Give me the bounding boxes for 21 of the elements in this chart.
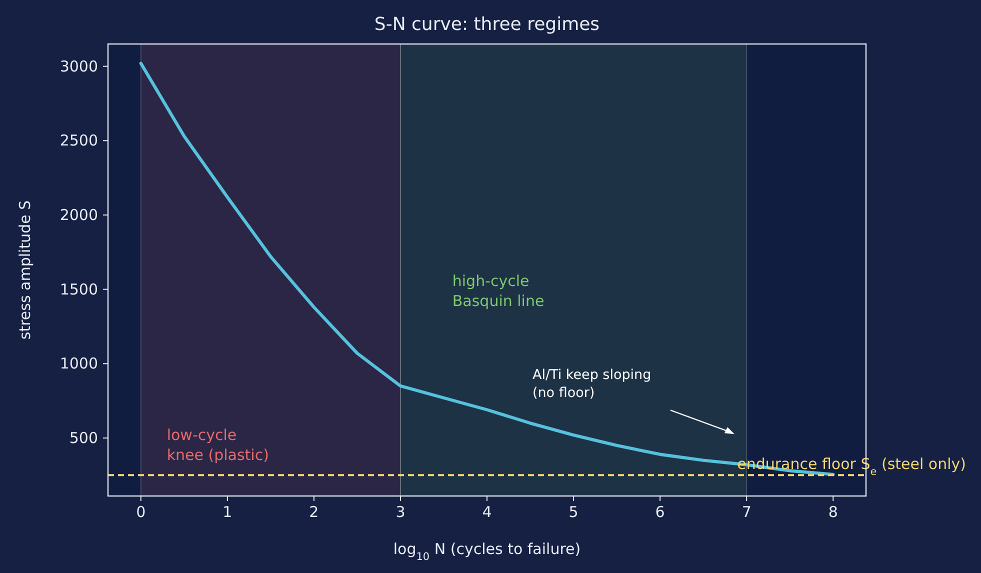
x-tick-label: 4 [482,503,492,521]
x-tick-label: 7 [742,503,752,521]
x-tick-label: 2 [309,503,319,521]
y-tick-label: 1500 [60,280,98,298]
x-tick-label: 0 [136,503,146,521]
x-tick-label: 1 [222,503,232,521]
y-axis-title: stress amplitude S [16,200,34,340]
x-tick-label: 3 [396,503,406,521]
x-axis-title: log$_{10}$ N (cycles to failure) [393,540,581,563]
y-tick-label: 2500 [60,132,98,150]
y-tick-label: 1000 [60,354,98,373]
chart-title: S-N curve: three regimes [374,14,600,35]
annotation: Al/Ti keep sloping (no floor) [532,367,652,402]
y-tick-label: 2000 [60,206,98,224]
band-label: low-cycle knee (plastic) [166,426,269,464]
y-tick-label: 500 [69,429,98,448]
x-tick-label: 8 [828,503,838,521]
y-tick-label: 3000 [60,57,98,76]
band-label: high-cycle Basquin line [452,272,544,310]
x-tick-label: 5 [568,503,578,521]
x-tick-label: 6 [655,503,665,521]
